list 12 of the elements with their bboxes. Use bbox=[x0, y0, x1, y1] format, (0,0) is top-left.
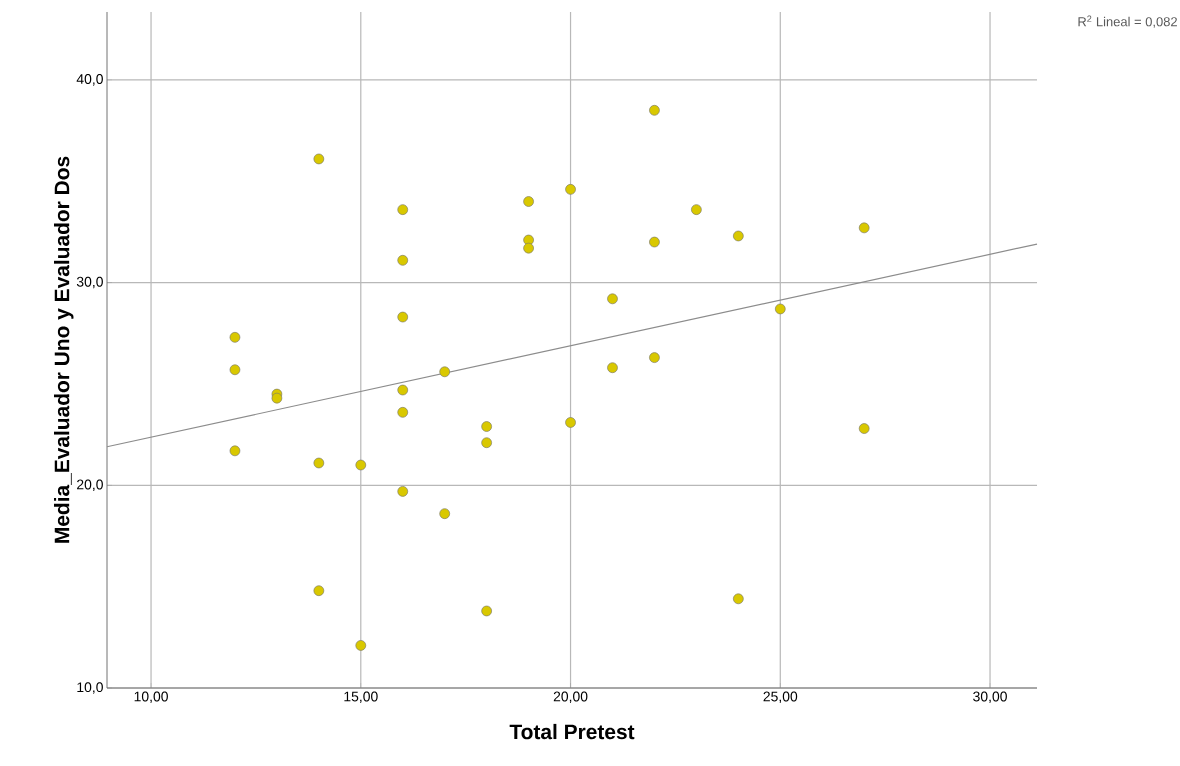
x-tick-label: 15,00 bbox=[344, 691, 378, 704]
text: R$^{2}$ Lineal = 0,082 bbox=[1078, 15, 1177, 28]
y-tick-label: 40,0 bbox=[76, 74, 103, 86]
x-axis-title: Total Pretest bbox=[509, 723, 635, 740]
x-tick-label: 30,00 bbox=[973, 691, 1007, 704]
x-tick-label: 20,00 bbox=[553, 691, 588, 704]
x-tick-label: 25,00 bbox=[763, 691, 798, 704]
x-tick-label: 10,00 bbox=[134, 691, 168, 704]
y-tick-label: 30,0 bbox=[76, 276, 103, 289]
y-tick-label: 10,0 bbox=[77, 682, 103, 694]
y-tick-label: 20,0 bbox=[77, 479, 103, 492]
y-axis-title: Media_Evaluador Uno y Evaluador Dos bbox=[54, 156, 74, 543]
